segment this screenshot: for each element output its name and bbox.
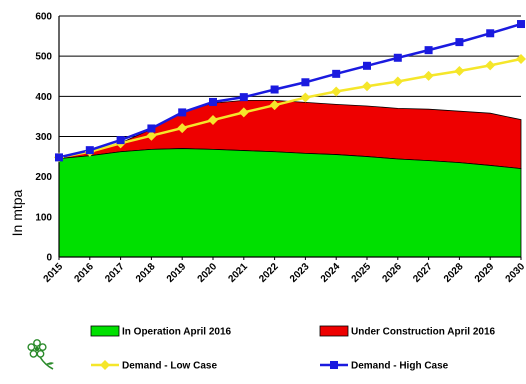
point-demand-low-case [146,130,157,141]
x-tick-label: 2025 [350,261,374,285]
point-demand-low-case [269,100,280,111]
legend-label: In Operation April 2016 [122,327,232,338]
point-demand-low-case [516,53,526,64]
point-demand-high-case [239,93,248,102]
point-demand-low-case [485,60,496,71]
x-tick-label: 2016 [72,261,96,285]
x-tick-label: 2030 [504,261,526,285]
legend-label: Under Construction April 2016 [351,327,496,338]
point-demand-low-case [454,66,465,77]
point-demand-high-case [301,78,310,87]
legend-label: Demand - High Case [351,361,449,372]
point-demand-low-case [300,92,311,103]
point-demand-low-case [362,81,372,92]
y-tick-label: 100 [35,212,52,223]
point-demand-low-case [423,70,434,81]
legend-item: Demand - Low Case [91,360,217,372]
point-demand-high-case [393,53,402,62]
point-demand-high-case [85,146,94,155]
point-demand-low-case [331,86,342,97]
point-demand-low-case [392,76,403,87]
x-tick-label: 2024 [319,261,343,285]
y-axis-label: In mtpa [9,189,25,236]
point-demand-high-case [178,108,187,117]
point-demand-high-case [270,85,279,94]
y-tick-label: 400 [35,92,52,103]
x-tick-label: 2019 [165,261,189,285]
point-demand-low-case [177,123,188,134]
point-demand-high-case [332,69,341,78]
legend-swatch [319,325,349,337]
legend-item: Demand - High Case [320,361,449,372]
y-tick-labels: 0 100 200 300 400 500 600 [35,12,52,264]
point-demand-high-case [116,136,125,145]
y-tick-label: 200 [35,172,52,183]
x-tick-label: 2026 [380,261,404,285]
flower-icon [27,339,54,370]
y-tick-label: 500 [35,52,52,63]
legend-item: In Operation April 2016 [90,325,232,338]
legend-swatch [90,325,120,337]
legend-marker [100,360,110,370]
x-tick-label: 2018 [134,261,158,285]
y-tick-label: 600 [35,12,52,23]
x-tick-label: 2023 [288,261,312,285]
point-demand-high-case [455,38,464,47]
point-demand-high-case [424,46,433,55]
x-tick-label: 2022 [257,261,281,285]
x-tick-label: 2020 [196,261,220,285]
x-tick-labels: 2015 2016 2017 2018 2019 2020 2021 2022 2023 2024… [42,261,526,285]
y-tick-label: 300 [35,132,52,143]
point-demand-high-case [55,153,63,162]
point-demand-high-case [209,97,217,106]
point-demand-low-case [238,107,249,118]
areas [58,99,522,258]
line-demand-low-case [58,57,522,159]
demand-lines [54,20,526,163]
legend-label: Demand - Low Case [122,361,217,372]
x-tick-label: 2017 [103,261,127,285]
x-tick-label: 2029 [473,261,497,285]
axes [58,16,522,260]
legend-marker [330,361,338,369]
legend: In Operation April 2016 Under Constructio… [90,325,496,372]
y-tick-label: 0 [46,253,52,264]
legend-item: Under Construction April 2016 [319,325,496,338]
point-demand-high-case [147,124,156,133]
x-tick-label: 2027 [411,261,435,285]
x-tick-label: 2015 [42,261,66,285]
x-tick-label: 2021 [226,261,250,285]
x-tick-label: 2028 [442,261,466,285]
area-in-operation [58,148,522,258]
point-demand-high-case [486,29,495,38]
point-demand-high-case [517,20,525,29]
line-demand-high-case [58,22,522,159]
point-demand-low-case [208,115,218,126]
point-demand-high-case [363,61,371,70]
